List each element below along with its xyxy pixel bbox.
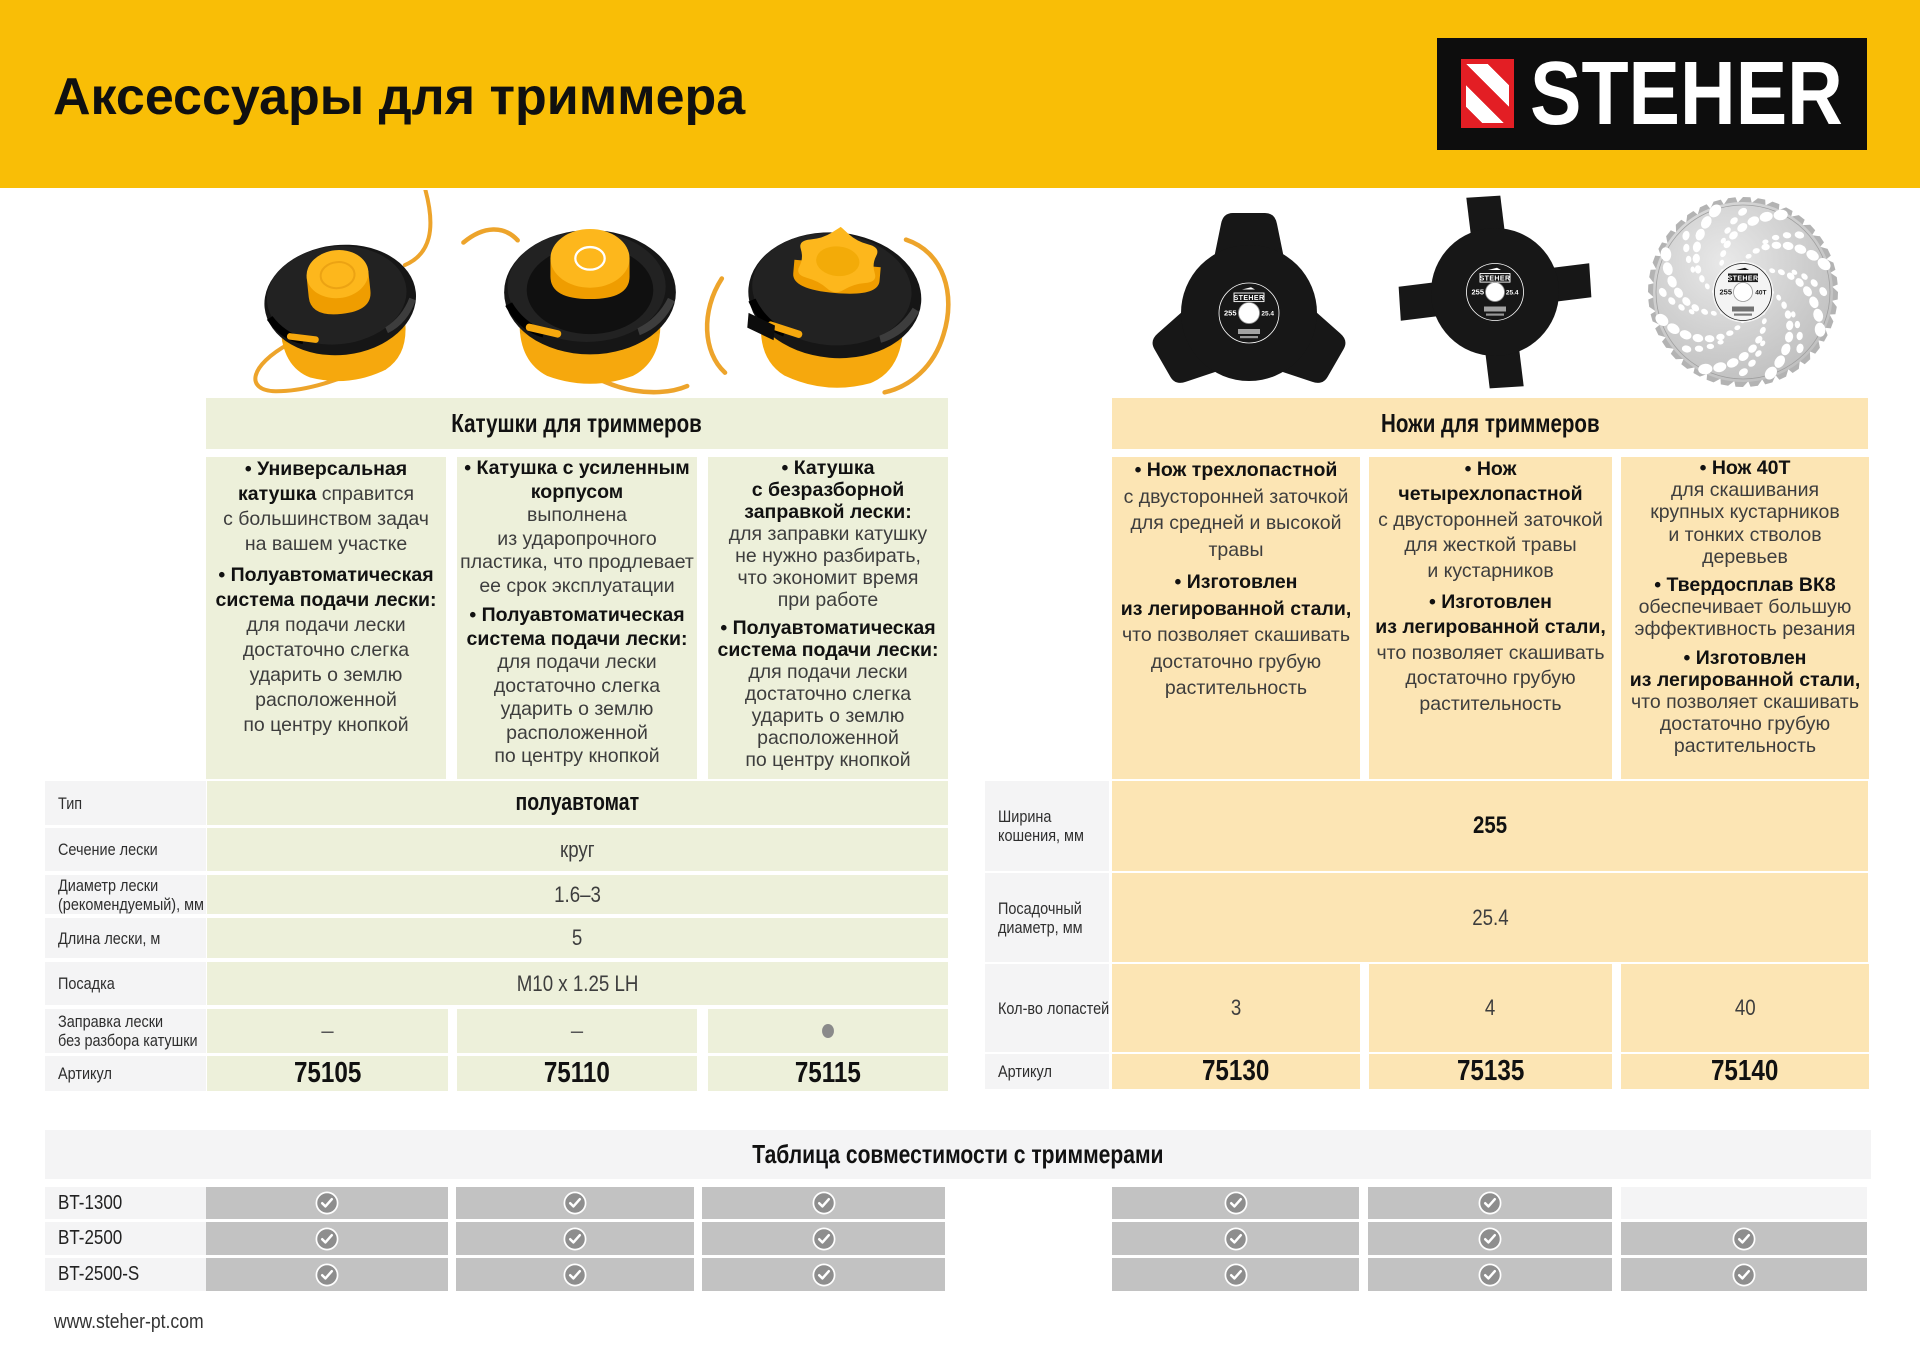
svg-text:STEHER: STEHER <box>1234 295 1265 302</box>
svg-text:STEHER: STEHER <box>1728 276 1759 283</box>
svg-text:40T: 40T <box>1755 290 1766 297</box>
svg-text:255: 255 <box>1720 288 1733 297</box>
svg-text:255: 255 <box>1472 288 1485 297</box>
svg-text:STEHER: STEHER <box>1480 276 1511 283</box>
svg-text:25.4: 25.4 <box>1506 290 1519 297</box>
svg-text:25.4: 25.4 <box>1261 311 1274 318</box>
svg-text:255: 255 <box>1224 309 1237 318</box>
